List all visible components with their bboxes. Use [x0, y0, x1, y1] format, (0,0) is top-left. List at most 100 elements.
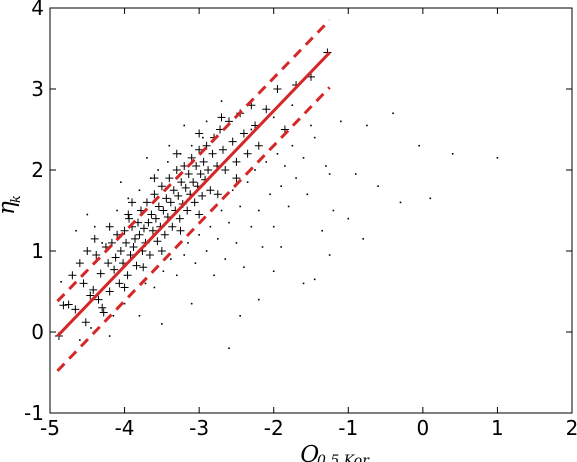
data-point-dot — [167, 161, 169, 163]
data-point-plus — [150, 174, 159, 183]
data-point-plus — [131, 234, 140, 243]
data-point-plus — [94, 295, 103, 304]
data-point-plus — [135, 230, 144, 239]
data-point-dot — [306, 193, 309, 196]
data-point-dot — [295, 177, 297, 179]
x-tick-label: -3 — [189, 416, 209, 440]
data-point-dot — [93, 225, 96, 228]
data-point-dot — [340, 120, 342, 123]
data-point-plus — [104, 259, 113, 268]
x-tick-label: -2 — [264, 416, 284, 440]
data-point-plus — [168, 222, 177, 231]
data-point-dot — [328, 173, 331, 175]
data-point-plus — [105, 287, 114, 296]
y-tick-label: 3 — [31, 77, 44, 101]
data-point-plus — [144, 218, 153, 227]
data-point-plus — [195, 210, 204, 219]
data-point-plus — [154, 202, 163, 211]
data-point-plus — [75, 259, 84, 268]
data-point-plus — [116, 247, 125, 255]
data-point-plus — [162, 194, 171, 203]
y-tick-label: 2 — [31, 158, 44, 182]
data-point-dot — [101, 242, 103, 244]
data-point-dot — [235, 242, 238, 244]
data-point-plus — [139, 224, 148, 233]
data-point-plus — [132, 261, 141, 270]
data-point-dot — [250, 225, 253, 228]
data-point-dot — [328, 254, 331, 256]
data-point-plus — [128, 198, 137, 207]
data-point-plus — [262, 105, 271, 114]
y-axis-label: η k — [0, 195, 24, 215]
data-point-plus — [239, 129, 248, 138]
data-point-plus — [83, 247, 92, 255]
data-point-plus — [181, 183, 190, 192]
data-point-plus — [125, 214, 134, 223]
data-point-dot — [220, 100, 223, 102]
x-tick-label: 0 — [416, 416, 429, 440]
data-point-plus — [110, 265, 119, 274]
data-point-dot — [496, 157, 499, 159]
data-point-dot — [313, 136, 316, 139]
data-point-dot — [418, 144, 420, 147]
data-point-dot — [302, 157, 305, 159]
data-point-plus — [160, 230, 169, 239]
data-point-dot — [146, 157, 148, 159]
data-point-dot — [272, 270, 275, 273]
data-point-dot — [276, 153, 279, 155]
data-point-dot — [153, 286, 156, 289]
data-point-dot — [120, 181, 122, 183]
data-point-plus — [273, 85, 282, 93]
y-axis-label-subscript: k — [9, 195, 24, 203]
x-axis-label: Q 0.5 Kor — [300, 442, 370, 462]
data-point-dot — [258, 209, 260, 212]
data-point-dot — [220, 209, 223, 212]
data-point-dot — [187, 242, 189, 244]
data-point-dot — [377, 185, 379, 187]
data-point-plus — [172, 149, 181, 158]
data-point-dot — [392, 112, 394, 115]
data-point-plus — [81, 318, 90, 327]
x-tick-label: 1 — [491, 416, 504, 440]
data-point-plus — [92, 251, 101, 260]
data-point-plus — [59, 301, 68, 310]
data-point-plus — [175, 214, 184, 223]
data-point-plus — [99, 308, 108, 317]
data-point-dot — [168, 144, 171, 147]
data-point-dot — [86, 213, 89, 216]
data-point-dot — [354, 173, 357, 175]
data-point-dot — [265, 161, 268, 163]
x-tick-label: -5 — [40, 416, 60, 440]
data-point-dot — [429, 197, 432, 200]
data-point-dot — [321, 229, 323, 232]
data-point-plus — [217, 113, 226, 122]
data-point-dot — [90, 327, 92, 329]
data-point-dot — [325, 165, 327, 167]
data-point-dot — [216, 238, 219, 240]
data-point-plus — [195, 145, 204, 154]
data-point-dot — [280, 185, 282, 187]
data-point-plus — [71, 305, 80, 314]
data-point-dot — [451, 153, 454, 155]
fit-line — [56, 51, 331, 338]
tick-labels: -5 -4 -3 -2 -1 0 1 2 -1 0 1 2 3 4 — [24, 0, 577, 440]
data-point-plus — [96, 269, 105, 278]
data-point-plus — [172, 166, 181, 174]
data-point-dot — [310, 124, 312, 127]
x-axis-label-main: Q — [300, 442, 319, 462]
y-axis-label-main: η — [0, 201, 20, 215]
data-point-plus — [90, 234, 99, 243]
upper-band-line — [56, 19, 331, 303]
data-point-dot — [269, 193, 271, 196]
data-point-dot — [272, 225, 275, 228]
data-point-plus — [68, 271, 77, 280]
data-point-dot — [213, 274, 215, 277]
data-point-plus — [174, 191, 183, 200]
data-point-dot — [138, 189, 141, 192]
data-point-plus — [169, 186, 178, 195]
data-point-dot — [366, 124, 368, 127]
data-point-dot — [183, 124, 186, 127]
data-point-dot — [258, 298, 260, 301]
data-point-plus — [64, 300, 73, 309]
data-point-plus — [129, 242, 138, 251]
